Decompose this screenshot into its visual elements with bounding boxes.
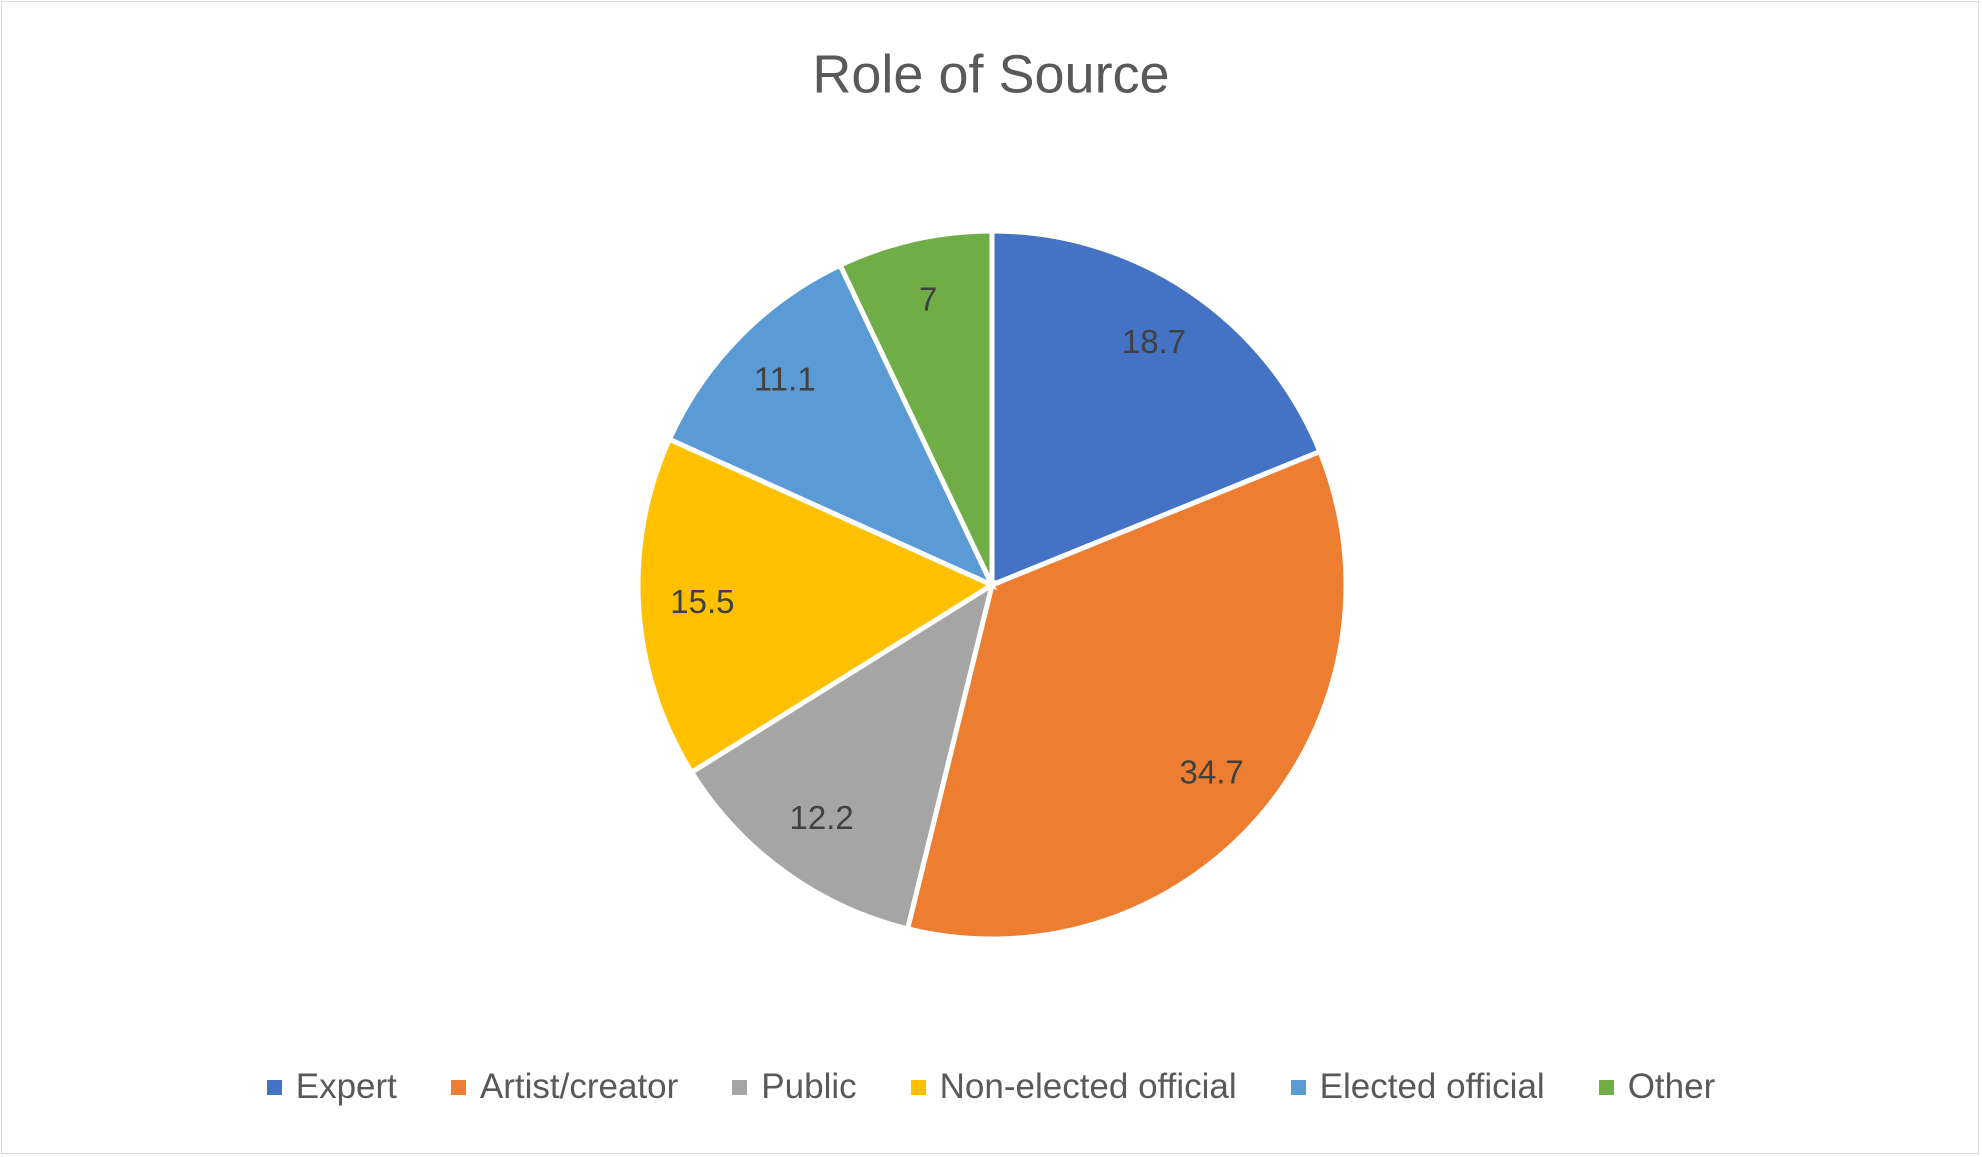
data-label: 18.7 <box>1122 323 1186 360</box>
legend-item: Elected official <box>1290 1067 1545 1107</box>
legend-label: Artist/creator <box>479 1067 679 1106</box>
legend-swatch <box>910 1079 926 1095</box>
data-label: 11.1 <box>754 360 816 397</box>
legend-item: Public <box>732 1067 857 1107</box>
legend-item: Non-elected official <box>910 1067 1237 1107</box>
pie-slice <box>836 228 995 587</box>
legend-swatch <box>732 1079 748 1095</box>
legend-swatch <box>266 1079 282 1095</box>
legend-label: Expert <box>295 1067 397 1106</box>
legend-item: Artist/creator <box>450 1067 679 1107</box>
data-label: 12.2 <box>790 799 854 836</box>
legend-swatch <box>450 1079 466 1095</box>
pie-slice <box>635 435 998 776</box>
data-label: 34.7 <box>1180 753 1244 790</box>
pie-slice <box>904 448 1349 942</box>
legend-swatch <box>1598 1079 1614 1095</box>
legend-item: Expert <box>266 1067 397 1107</box>
pie-slice <box>688 579 996 932</box>
pie-slice <box>666 261 998 591</box>
chart-title: Role of Source <box>812 44 1169 104</box>
pie-slice <box>989 228 1324 589</box>
data-label: 7 <box>919 281 937 318</box>
legend-label: Elected official <box>1319 1067 1545 1106</box>
data-label: 15.5 <box>670 583 734 620</box>
legend-label: Non-elected official <box>939 1067 1237 1106</box>
legend-swatch <box>1290 1079 1306 1095</box>
legend-item: Other <box>1598 1067 1716 1107</box>
legend-label: Public <box>761 1067 857 1106</box>
legend: Expert Artist/creator Public Non-elected of… <box>0 1062 1982 1112</box>
legend-label: Other <box>1627 1067 1716 1106</box>
